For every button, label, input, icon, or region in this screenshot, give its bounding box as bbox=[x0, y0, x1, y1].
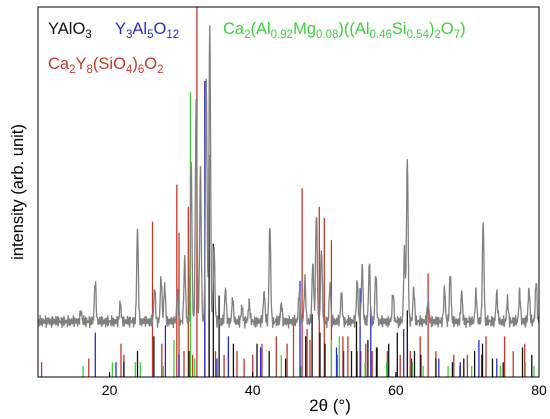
plot-frame bbox=[37, 6, 540, 378]
legend-yag: Y3Al5O12 bbox=[115, 20, 179, 41]
legend-gehlenite: Ca2(Al0.92Mg0.08)((Al0.46Si0.54)2O7) bbox=[223, 20, 466, 41]
measured-pattern-line bbox=[37, 25, 540, 329]
legend-apatite: Ca2Y8(SiO4)6O2 bbox=[48, 55, 163, 76]
reference-sticks bbox=[40, 7, 535, 377]
x-axis-ticks: 20 40 60 80 bbox=[102, 372, 547, 398]
measured-pattern bbox=[37, 25, 540, 329]
legend: YAlO3 Y3Al5O12 Ca2(Al0.92Mg0.08)((Al0.46Si… bbox=[48, 20, 466, 76]
sticks-apatite bbox=[40, 7, 526, 377]
x-tick-label: 20 bbox=[102, 382, 118, 398]
x-axis-label: 2θ (°) bbox=[309, 396, 351, 415]
x-tick-label: 60 bbox=[388, 382, 404, 398]
x-tick-label: 80 bbox=[531, 382, 547, 398]
x-tick-label: 40 bbox=[245, 382, 261, 398]
y-axis-label: intensity (arb. unit) bbox=[9, 124, 27, 260]
legend-yalo3: YAlO3 bbox=[48, 20, 92, 41]
